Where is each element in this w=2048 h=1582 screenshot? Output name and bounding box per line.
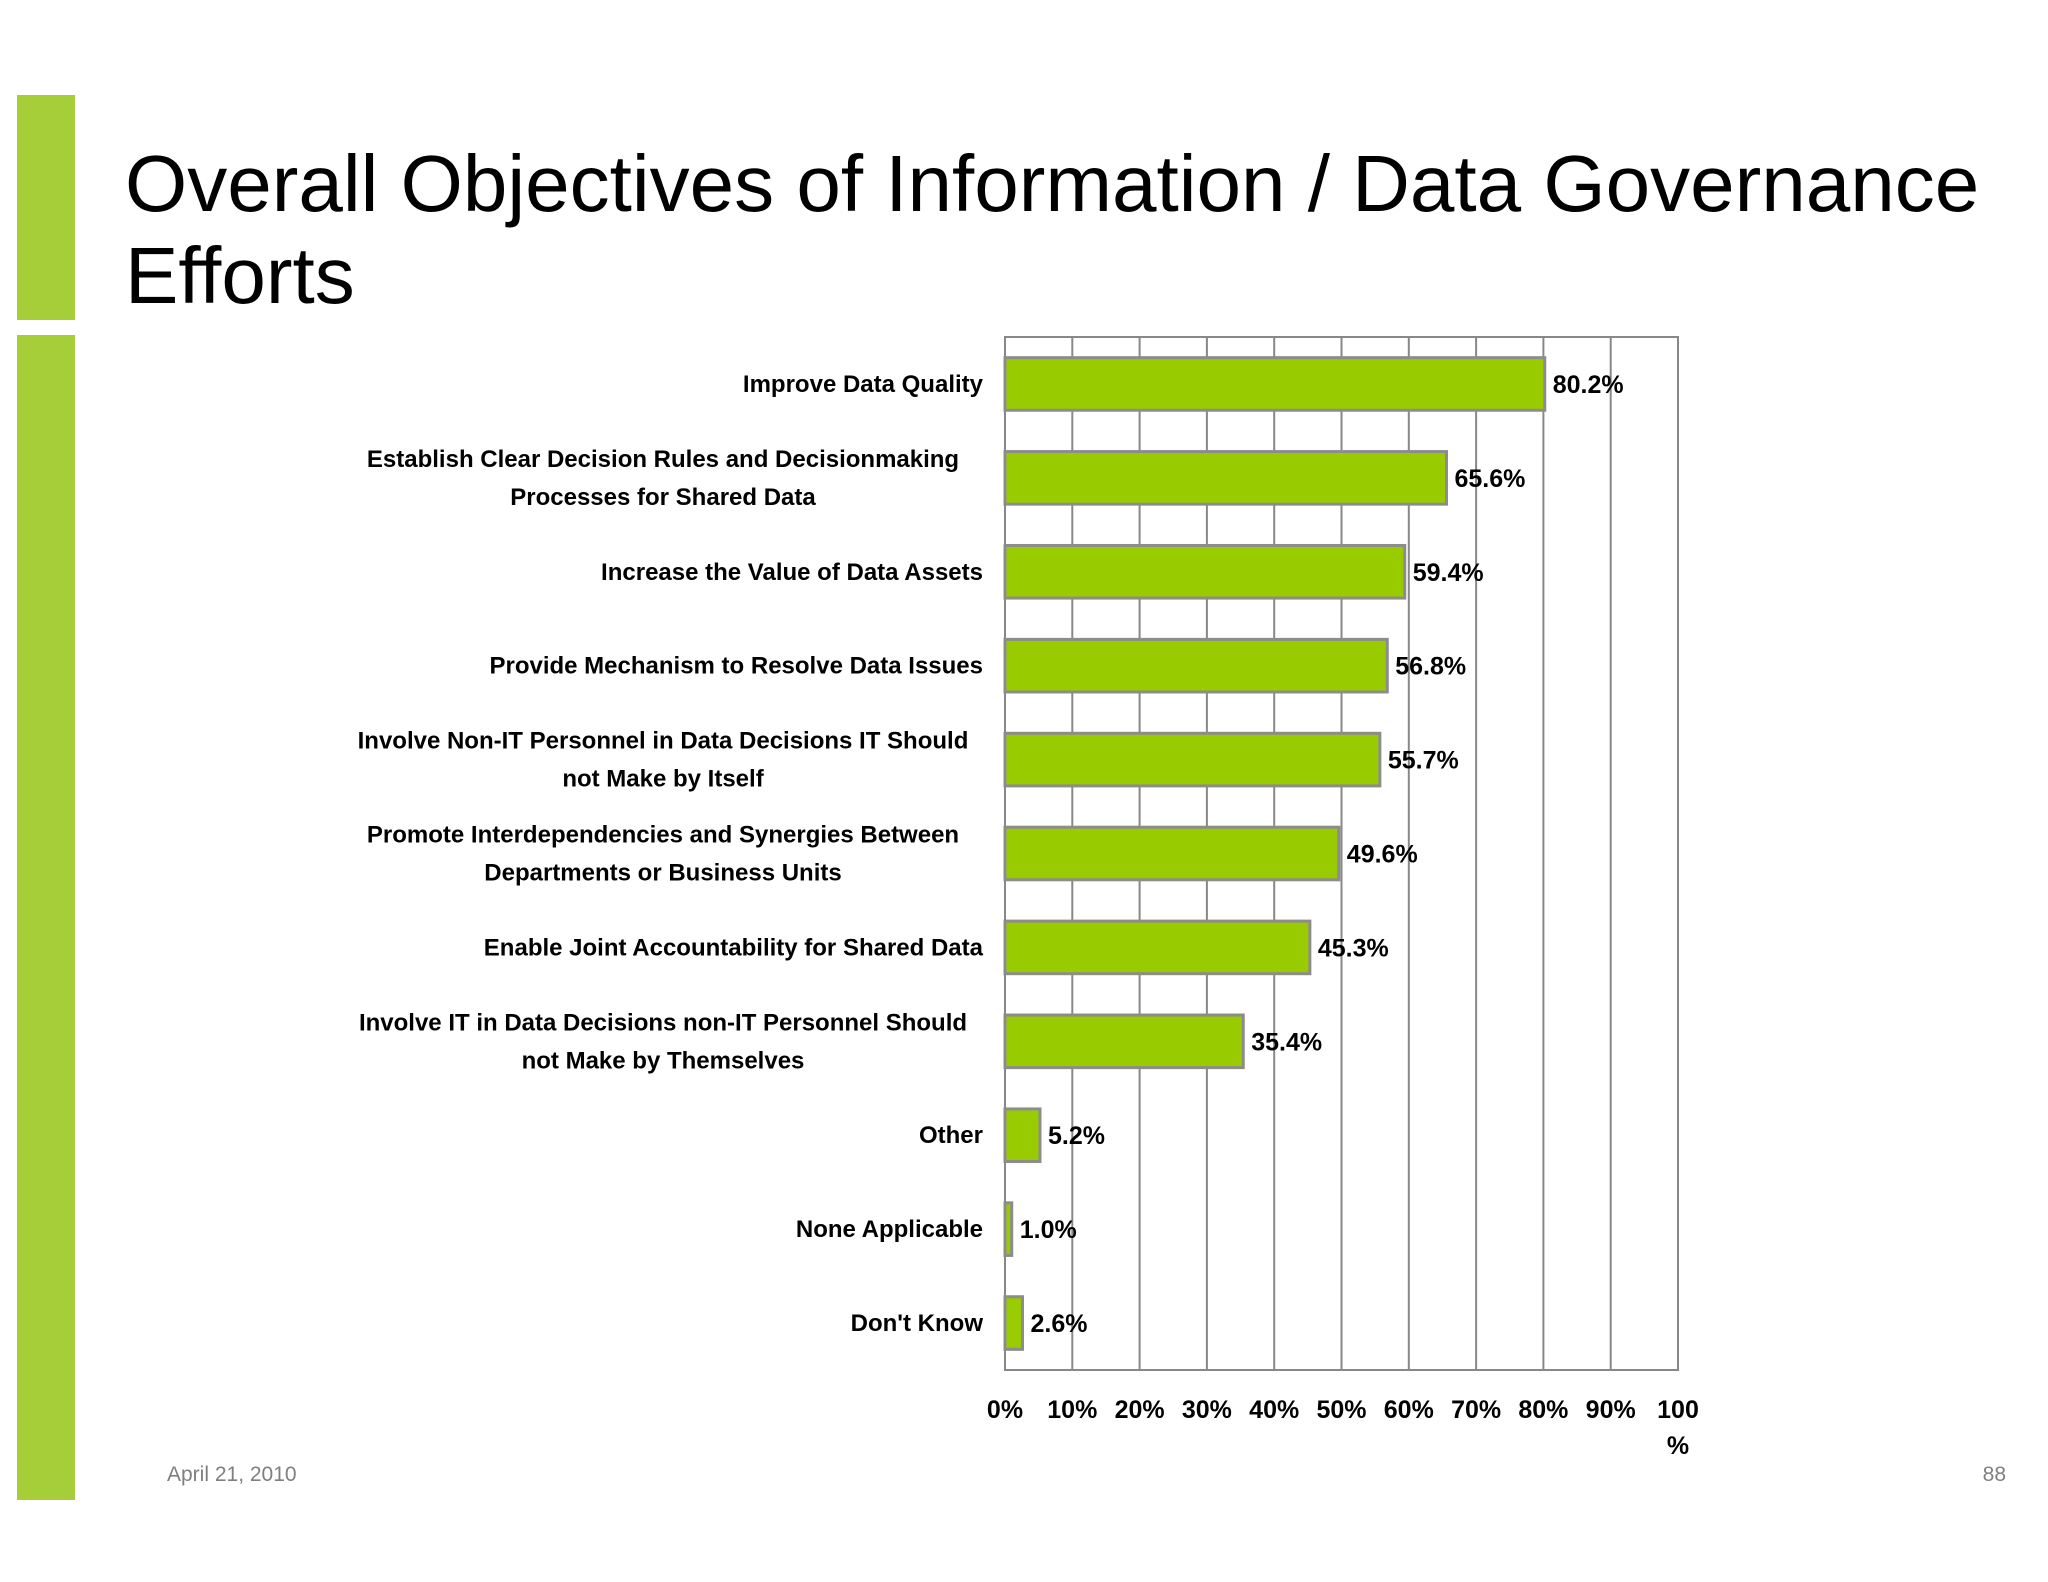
data-label: 45.3% bbox=[1318, 934, 1389, 962]
x-tick-label: 0% bbox=[987, 1396, 1023, 1424]
category-label-line: Processes for Shared Data bbox=[510, 484, 816, 511]
x-tick-label: 70% bbox=[1451, 1396, 1501, 1424]
category-label: Provide Mechanism to Resolve Data Issues bbox=[489, 653, 983, 680]
data-label: 56.8% bbox=[1395, 653, 1466, 681]
category-label-line: not Make by Themselves bbox=[522, 1047, 805, 1074]
data-label: 1.0% bbox=[1020, 1216, 1077, 1244]
data-label: 35.4% bbox=[1251, 1028, 1322, 1056]
data-label: 80.2% bbox=[1553, 371, 1624, 399]
category-label: Enable Joint Accountability for Shared D… bbox=[484, 934, 984, 961]
data-label: 2.6% bbox=[1030, 1310, 1087, 1338]
bar bbox=[1003, 825, 1341, 882]
data-label: 55.7% bbox=[1388, 747, 1459, 775]
bar bbox=[1003, 1295, 1024, 1351]
x-tick-label: 40% bbox=[1249, 1396, 1299, 1424]
category-label-line: Departments or Business Units bbox=[484, 860, 841, 887]
x-tick-label: 30% bbox=[1182, 1396, 1232, 1424]
x-tick-label: 100% bbox=[1657, 1396, 1699, 1460]
category-label-line: Promote Interdependencies and Synergies … bbox=[367, 822, 959, 849]
category-label-line: Involve Non-IT Personnel in Data Decisio… bbox=[358, 728, 969, 755]
category-label: Involve IT in Data Decisions non-IT Pers… bbox=[359, 1009, 967, 1074]
data-label: 59.4% bbox=[1413, 559, 1484, 587]
category-label: Improve Data Quality bbox=[743, 371, 984, 398]
bar bbox=[1003, 1013, 1245, 1070]
bar bbox=[1003, 731, 1382, 788]
page-number: 88 bbox=[1982, 1463, 2006, 1486]
bar bbox=[1003, 1201, 1014, 1257]
category-label-line: Establish Clear Decision Rules and Decis… bbox=[367, 446, 959, 473]
accent-bar-top bbox=[17, 95, 75, 320]
x-tick-label: 10% bbox=[1047, 1396, 1097, 1424]
category-label: Involve Non-IT Personnel in Data Decisio… bbox=[358, 728, 969, 793]
data-label: 49.6% bbox=[1347, 841, 1418, 869]
x-tick-label: 20% bbox=[1115, 1396, 1165, 1424]
bar bbox=[1003, 919, 1312, 976]
category-label: Promote Interdependencies and Synergies … bbox=[367, 822, 959, 887]
bar bbox=[1003, 1107, 1042, 1164]
data-label: 65.6% bbox=[1454, 465, 1525, 493]
category-label-line: not Make by Itself bbox=[562, 766, 764, 793]
x-tick-label: 90% bbox=[1586, 1396, 1636, 1424]
x-tick-label: 80% bbox=[1518, 1396, 1568, 1424]
category-label: Other bbox=[919, 1122, 983, 1149]
bar bbox=[1003, 450, 1448, 506]
category-label: Don't Know bbox=[851, 1310, 984, 1337]
x-tick-label: 50% bbox=[1316, 1396, 1366, 1424]
accent-bar-bottom bbox=[17, 335, 75, 1500]
category-label-line: Involve IT in Data Decisions non-IT Pers… bbox=[359, 1009, 967, 1036]
footer-date: April 21, 2010 bbox=[167, 1463, 297, 1486]
category-label: Establish Clear Decision Rules and Decis… bbox=[367, 446, 959, 511]
category-label: None Applicable bbox=[796, 1216, 983, 1243]
category-label: Increase the Value of Data Assets bbox=[601, 559, 983, 586]
bar bbox=[1003, 543, 1407, 600]
data-label: 5.2% bbox=[1048, 1122, 1105, 1150]
x-tick-label: 60% bbox=[1384, 1396, 1434, 1424]
bar bbox=[1003, 637, 1389, 694]
slide-title: Overall Objectives of Information / Data… bbox=[125, 139, 1980, 320]
bar bbox=[1003, 356, 1547, 412]
